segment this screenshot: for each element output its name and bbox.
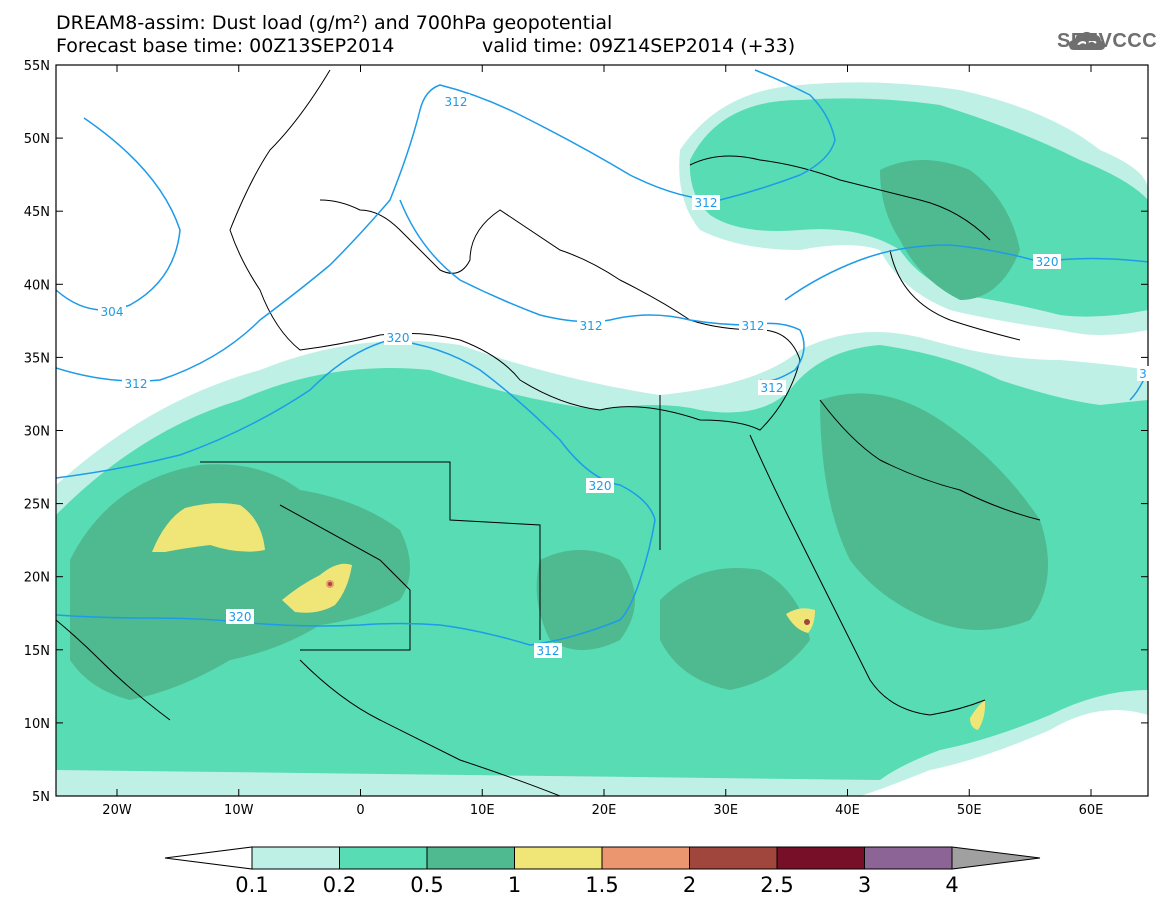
colorbar-label: 4 xyxy=(945,873,958,897)
geopotential-contours xyxy=(56,69,1148,646)
latitude-axis: 55N 50N 45N 40N 35N 30N 25N 20N 15N 10N 5N xyxy=(24,59,1148,805)
dust-level3-west xyxy=(70,464,410,700)
cloud-logo-icon xyxy=(1069,31,1106,50)
dust-load-field xyxy=(56,69,1148,796)
colorbar-swatch xyxy=(426,846,515,870)
contour-label: 312 xyxy=(445,95,468,109)
contour-312-med xyxy=(399,199,805,382)
contour-label: 312 xyxy=(742,319,765,333)
contour-label: 312 xyxy=(761,381,784,395)
colorbar-label: 0.5 xyxy=(410,873,443,897)
dust-level4-ethiopia xyxy=(786,608,815,633)
lat-label: 40N xyxy=(24,278,50,293)
lat-label: 35N xyxy=(24,351,50,366)
lat-label: 15N xyxy=(24,644,50,659)
contour-label: 304 xyxy=(101,305,124,319)
dust-level4-mali xyxy=(282,563,352,613)
colorbar-label: 0.2 xyxy=(323,873,356,897)
colorbar-label: 2 xyxy=(683,873,696,897)
colorbar-swatch xyxy=(689,846,778,870)
contour-label: 312 xyxy=(695,196,718,210)
lon-label: 0 xyxy=(356,803,364,818)
dust-level3-sudan xyxy=(660,568,810,690)
lon-label: 60E xyxy=(1079,803,1104,818)
contour-label: 312 xyxy=(537,644,560,658)
map-title: DREAM8-assim: Dust load (g/m²) and 700hP… xyxy=(56,12,613,34)
colorbar-swatch xyxy=(514,846,603,870)
contour-320-north xyxy=(56,339,656,646)
colorbar-swatch xyxy=(251,846,340,870)
lon-label: 50E xyxy=(957,803,982,818)
lon-label: 40E xyxy=(835,803,860,818)
contour-label: 320 xyxy=(1036,255,1059,269)
colorbar: 0.1 0.2 0.5 1 1.5 2 2.5 3 4 xyxy=(164,846,1041,897)
colorbar-label: 3 xyxy=(858,873,871,897)
lat-label: 20N xyxy=(24,571,50,586)
colorbar-label: 2.5 xyxy=(760,873,793,897)
forecast-base-time: Forecast base time: 00Z13SEP2014 xyxy=(56,35,395,57)
dust-level3-chad xyxy=(536,550,635,650)
lat-label: 5N xyxy=(32,790,50,805)
longitude-axis: 20W 10W 0 10E 20E 30E 40E 50E 60E xyxy=(102,65,1103,818)
dust-level3-arabia xyxy=(820,393,1048,630)
contour-304 xyxy=(56,117,181,311)
contour-312-west xyxy=(56,69,836,382)
lon-label: 20E xyxy=(592,803,617,818)
contour-label: 320 xyxy=(229,610,252,624)
coastlines-borders xyxy=(56,69,1041,796)
contour-312-east xyxy=(784,244,1148,301)
lat-label: 10N xyxy=(24,717,50,732)
contour-label: 3 xyxy=(1139,367,1147,381)
colorbar-right-arrow xyxy=(951,846,1041,870)
lat-label: 30N xyxy=(24,425,50,440)
dust-level6-mali xyxy=(328,582,332,586)
colorbar-left-arrow xyxy=(164,846,253,870)
colorbar-swatch xyxy=(601,846,690,870)
lat-label: 45N xyxy=(24,205,50,220)
logo-text: SEEVCCC xyxy=(1057,30,1158,52)
dust-level3-caspian xyxy=(880,160,1020,300)
contour-label: 320 xyxy=(387,331,410,345)
colorbar-swatch xyxy=(864,846,953,870)
lon-label: 10W xyxy=(224,803,254,818)
contour-label: 312 xyxy=(125,377,148,391)
lon-label: 30E xyxy=(713,803,738,818)
contour-label: 320 xyxy=(589,479,612,493)
colorbar-swatch xyxy=(339,846,428,870)
valid-time: valid time: 09Z14SEP2014 (+33) xyxy=(482,35,796,57)
lat-label: 25N xyxy=(24,498,50,513)
dust-level4-mauritania xyxy=(152,503,265,552)
colorbar-label: 1.5 xyxy=(585,873,618,897)
lat-label: 55N xyxy=(24,59,50,74)
contour-label: 312 xyxy=(580,319,603,333)
lat-label: 50N xyxy=(24,132,50,147)
lon-label: 20W xyxy=(102,803,132,818)
dust-level6-ethiopia xyxy=(804,619,810,625)
colorbar-label: 0.1 xyxy=(235,873,268,897)
colorbar-swatch xyxy=(776,846,865,870)
contour-labels: 312 304 312 320 312 312 312 312 320 320 320 312 3 xyxy=(98,94,1149,658)
colorbar-label: 1 xyxy=(508,873,521,897)
dust-level4-somalia xyxy=(970,700,986,730)
lon-label: 10E xyxy=(470,803,495,818)
